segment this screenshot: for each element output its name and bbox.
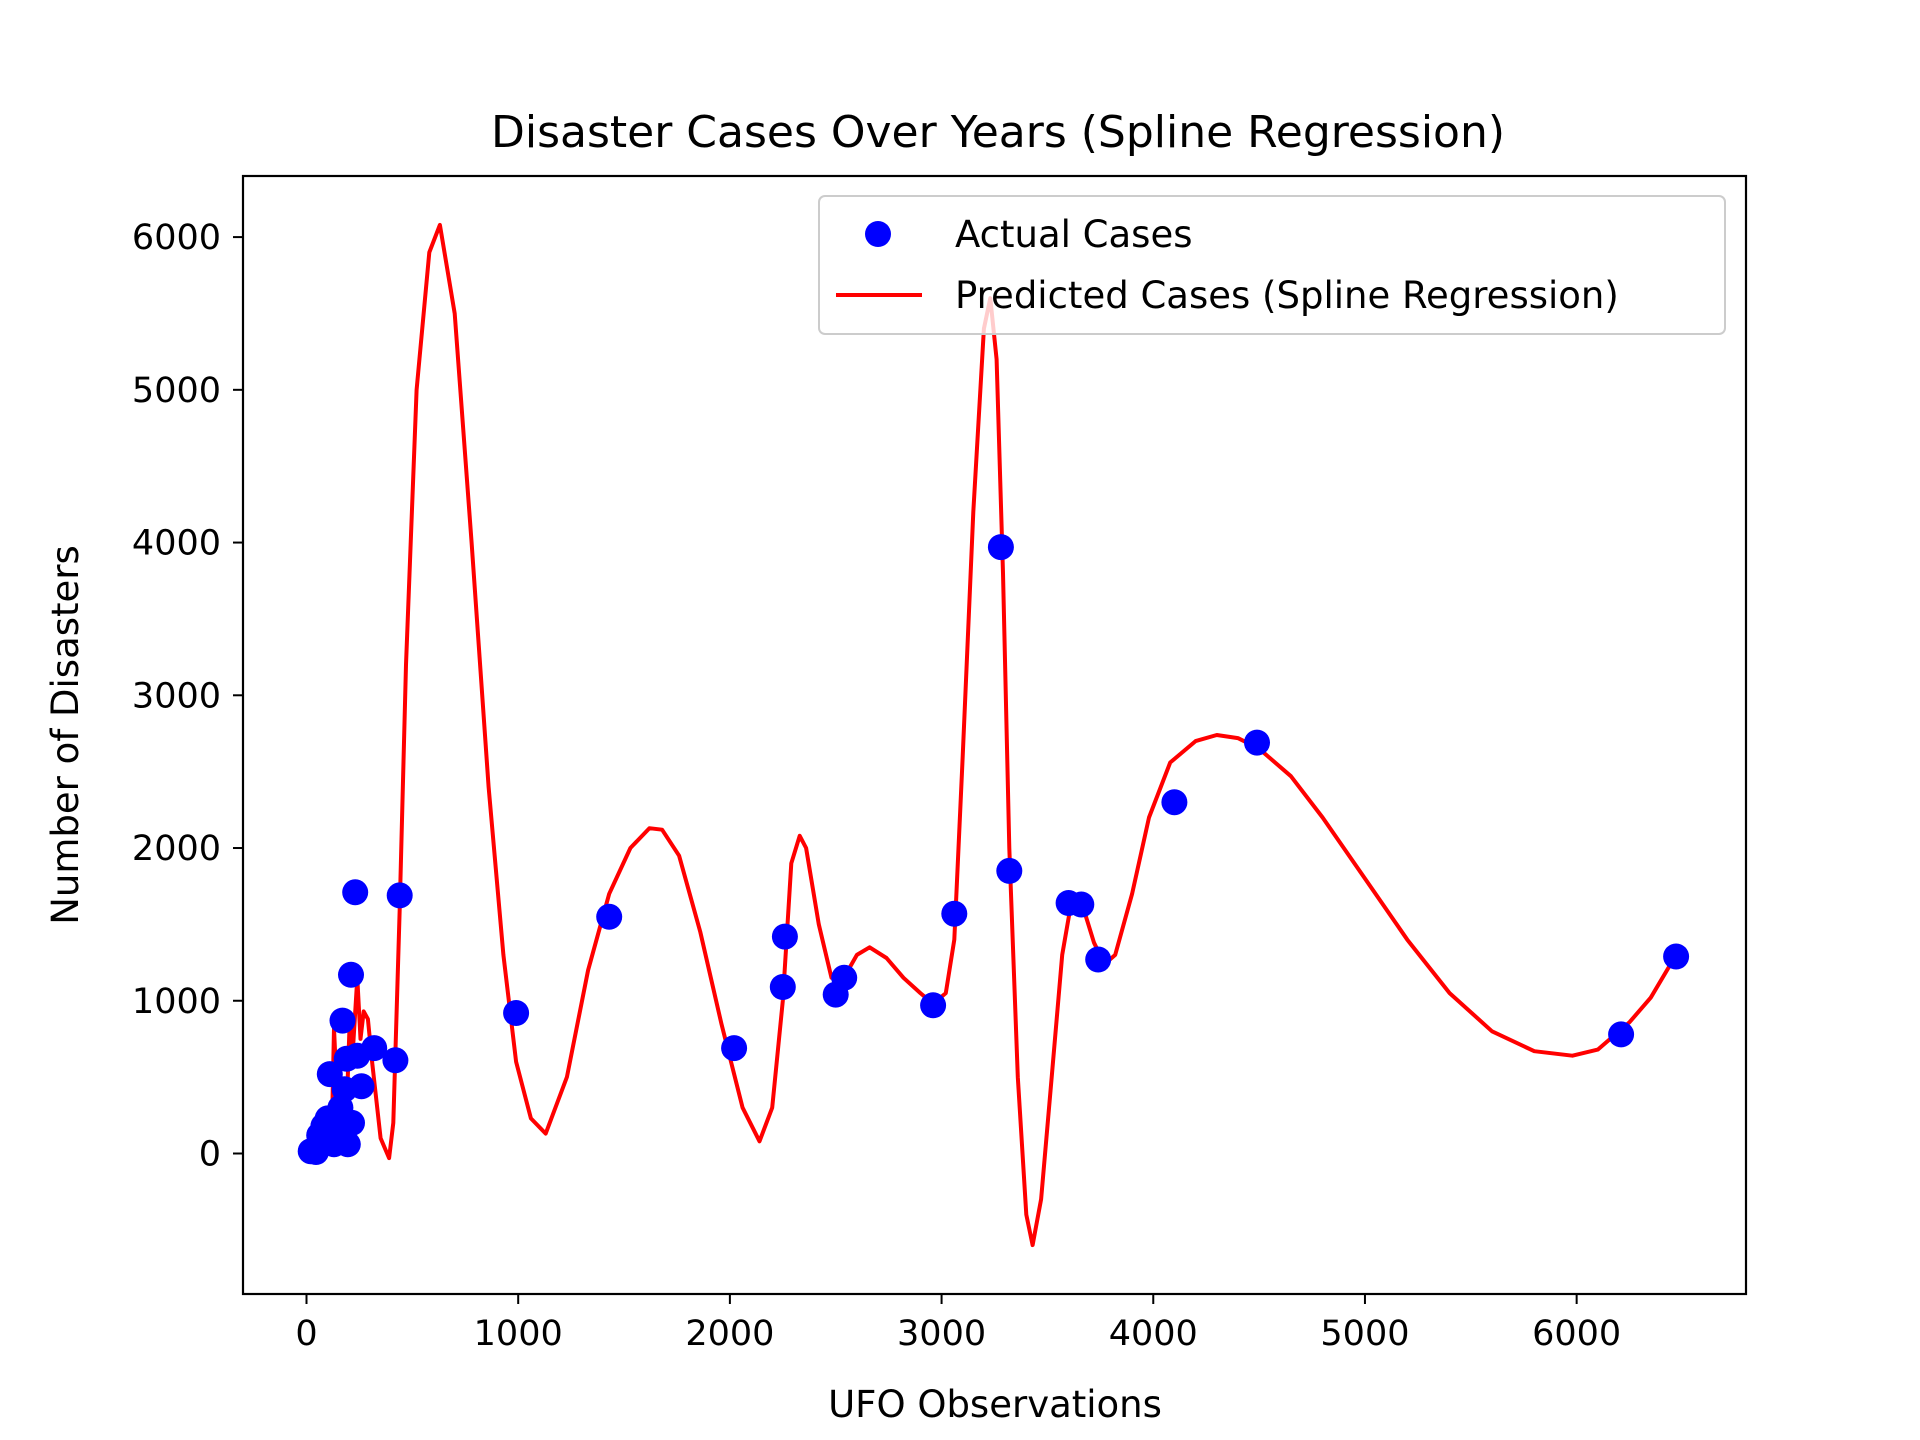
y-tick-label: 2000 (132, 829, 221, 869)
predicted-cases-line (308, 222, 1679, 1248)
y-tick-label: 5000 (132, 371, 221, 411)
actual-case-point (1244, 729, 1270, 756)
legend-label-predicted-cases: Predicted Cases (Spline Regression) (955, 274, 1619, 317)
x-tick-label: 1000 (474, 1314, 563, 1354)
x-tick-label: 3000 (897, 1314, 986, 1354)
y-tick-label: 6000 (132, 218, 221, 258)
chart-title: Disaster Cases Over Years (Spline Regres… (491, 107, 1505, 158)
actual-case-point (996, 857, 1023, 884)
actual-case-point (771, 923, 798, 950)
actual-case-point (721, 1035, 748, 1062)
actual-case-point (831, 964, 858, 991)
actual-case-point (941, 900, 968, 927)
actual-case-point (596, 903, 623, 930)
actual-case-point (1608, 1021, 1635, 1048)
actual-case-point (1663, 943, 1690, 970)
plot-content (297, 222, 1690, 1248)
actual-case-point (329, 1007, 356, 1034)
actual-case-point (361, 1035, 388, 1062)
legend-box (818, 195, 1726, 335)
y-tick-label: 4000 (132, 524, 221, 564)
actual-case-point (342, 879, 369, 906)
y-tick-label: 3000 (132, 676, 221, 716)
actual-case-point (334, 1131, 361, 1158)
actual-case-point (1085, 946, 1112, 973)
y-axis: 0 1000 2000 3000 4000 5000 6000 (132, 218, 243, 1174)
x-tick-label: 5000 (1320, 1314, 1409, 1354)
x-tick-label: 6000 (1532, 1314, 1621, 1354)
plot-frame (241, 174, 1748, 1296)
x-tick-label: 2000 (685, 1314, 774, 1354)
x-axis-label: UFO Observations (828, 1383, 1162, 1426)
x-tick-label: 4000 (1109, 1314, 1198, 1354)
actual-case-point (382, 1047, 409, 1074)
actual-case-point (987, 534, 1014, 561)
actual-case-point (339, 1109, 365, 1136)
actual-case-point (769, 974, 796, 1000)
actual-case-point (338, 961, 364, 988)
actual-case-point (348, 1073, 375, 1100)
actual-case-point (1161, 789, 1188, 816)
legend-label-actual-cases: Actual Cases (955, 213, 1193, 256)
legend: Actual Cases Predicted Cases (Spline Reg… (818, 195, 1726, 335)
actual-case-point (386, 882, 413, 909)
y-tick-label: 0 (199, 1134, 221, 1174)
actual-case-point (1068, 891, 1095, 918)
y-tick-label: 1000 (132, 982, 221, 1022)
x-axis: 0 1000 2000 3000 4000 5000 6000 (295, 1294, 1621, 1354)
x-tick-label: 0 (295, 1314, 317, 1354)
actual-case-point (920, 992, 947, 1019)
y-axis-label: Number of Disasters (44, 545, 87, 925)
legend-marker-actual-cases (865, 221, 891, 247)
actual-case-point (503, 1000, 530, 1026)
